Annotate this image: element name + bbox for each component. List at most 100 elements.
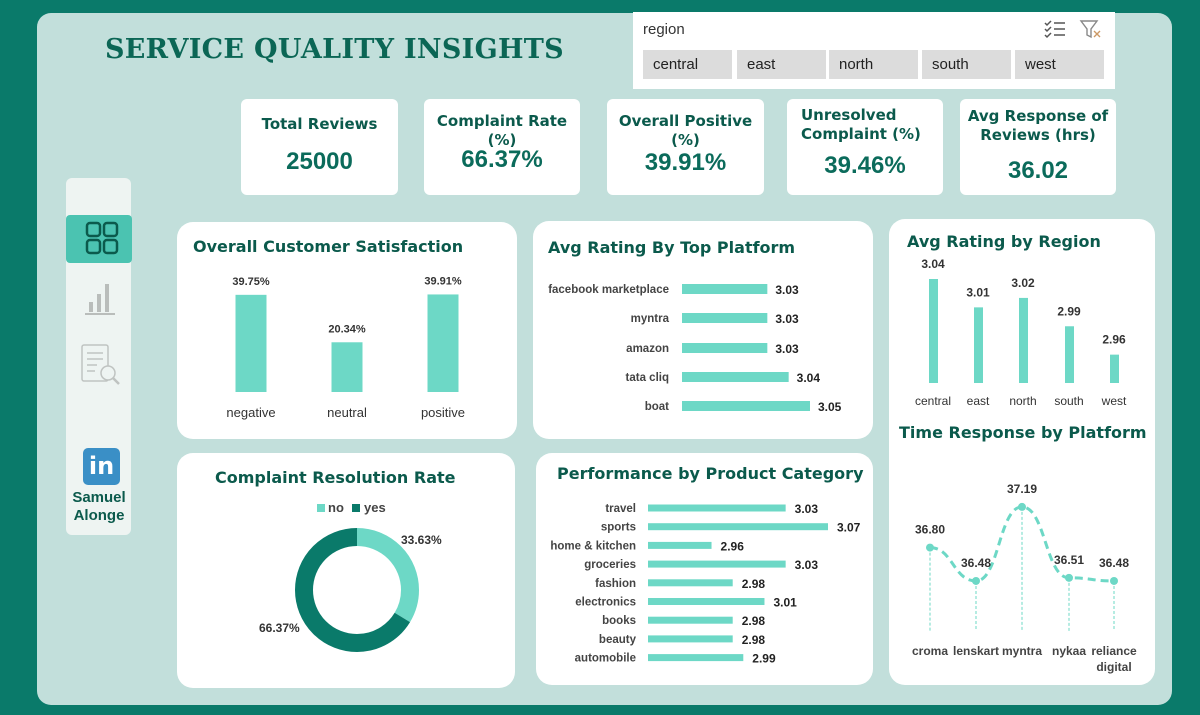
kpi-card-unresolved-complaint: Unresolved Complaint (%) 39.46% [787,99,943,195]
bar [929,279,938,383]
kpi-value: 66.37% [461,146,543,173]
category-label: sports [601,522,636,534]
slicer-option-central[interactable]: central [643,50,732,79]
bar [682,343,768,353]
kpi-card-avg-response: Avg Response of Reviews (hrs) 36.02 [960,99,1116,195]
kpi-label: Total Reviews [261,115,378,133]
category-label: travel [605,503,636,515]
nav-reports[interactable] [80,343,122,387]
bar [648,616,733,624]
data-label: 2.98 [742,633,766,647]
bar [682,401,810,411]
category-label: tata cliq [626,372,669,384]
data-label: 36.48 [961,556,991,570]
nav-dashboard[interactable] [66,215,132,263]
panel-title: Avg Rating by Region [907,232,1101,251]
author-name: Samuel Alonge [72,489,126,524]
data-label: 3.05 [818,400,842,414]
bar [974,307,983,383]
category-label: myntra [631,313,670,325]
platform-chart: facebook marketplace 3.03 myntra 3.03 amazon… [548,283,842,414]
legend-label: yes [364,500,386,515]
kpi-label: Unresolved Complaint (%) [801,106,921,143]
bar [1019,297,1028,383]
data-point [1110,576,1118,585]
kpi-label: Avg Response of Reviews (hrs) [967,107,1109,144]
data-label: 3.04 [921,257,945,271]
data-point [972,576,980,585]
kpi-card-total-reviews: Total Reviews 25000 [241,99,398,195]
kpi-label: Complaint Rate (%) [436,112,568,149]
slicer-header: region [643,21,685,38]
bar-chart-icon [85,284,115,315]
clear-filter-icon[interactable] [1079,18,1103,40]
legend-swatch [317,504,325,512]
category-chart: travel 3.03 sports 3.07 home & kitchen 2.96 gr… [550,502,860,666]
category-label: central [915,394,951,408]
kpi-card-complaint-rate: Complaint Rate (%) 66.37% [424,99,580,195]
multi-select-icon[interactable] [1043,18,1067,40]
slicer-option-west[interactable]: west [1015,50,1104,79]
dashboard-icon [85,221,119,255]
data-label: 66.37% [259,621,300,635]
category-label: east [967,394,990,408]
category-label: south [1054,394,1083,408]
panel-category: Performance by Product Category travel 3.… [536,453,873,685]
kpi-value: 25000 [286,148,353,175]
bar [1110,354,1119,383]
category-label: amazon [626,343,669,355]
data-label: 3.03 [795,502,819,516]
data-label: 2.96 [1102,333,1126,347]
data-label: 2.99 [752,652,776,666]
data-label: 2.98 [742,614,766,628]
data-label: 3.02 [1011,276,1035,290]
category-label: north [1009,394,1036,408]
bar [648,504,786,512]
category-label: neutral [327,405,367,420]
data-point [926,543,934,552]
slicer-option-south[interactable]: south [922,50,1011,79]
category-label: west [1101,394,1127,408]
resolution-chart: no yes 33.63% 66.37% [259,500,442,652]
slicer-option-east[interactable]: east [737,50,826,79]
bar [648,598,765,605]
data-label: 39.75% [232,276,270,288]
panel-platform: Avg Rating By Top Platform facebook mark… [533,221,873,439]
data-point [1018,502,1026,511]
legend-swatch [352,504,360,512]
data-label: 36.48 [1099,556,1129,570]
data-label: 20.34% [328,323,366,335]
dashboard-title: SERVICE QUALITY INSIGHTS [105,34,564,65]
data-label: 3.03 [795,558,819,572]
category-label: negative [226,405,275,420]
linkedin-icon[interactable]: in [83,448,120,485]
bar [648,560,786,568]
data-label: 3.01 [966,285,990,299]
data-label: 39.91% [424,275,462,287]
category-label: boat [645,401,669,413]
satisfaction-chart: 39.75% negative 20.34% neutral 39.91% positiv… [226,275,465,420]
bar [235,294,267,392]
region-chart: 3.04 central 3.01 east 3.02 north 2.99 south 2.9… [912,257,1137,674]
category-label: myntra [1002,644,1042,658]
bar [331,342,363,392]
region-slicer[interactable]: region central east north south west [633,12,1115,89]
nav-analytics[interactable] [84,280,116,316]
bar [1065,326,1074,383]
panel-region-response: Avg Rating by Region Time Response by Pl… [889,219,1155,685]
category-label: groceries [584,559,636,571]
bar [648,654,744,662]
kpi-card-overall-positive: Overall Positive (%) 39.91% [607,99,764,195]
series-line [929,505,1115,583]
donut-slice [295,528,419,652]
category-label: reliance [1091,644,1137,658]
category-label: beauty [599,634,637,646]
bar [682,313,768,323]
category-label: home & kitchen [550,540,636,552]
data-label: 2.96 [721,539,745,553]
panel-resolution: Complaint Resolution Rate no yes 33.63% 66.… [177,453,515,688]
data-label: 36.80 [915,523,945,537]
slicer-option-north[interactable]: north [829,50,918,79]
bar [648,541,712,549]
category-label: electronics [575,597,636,609]
